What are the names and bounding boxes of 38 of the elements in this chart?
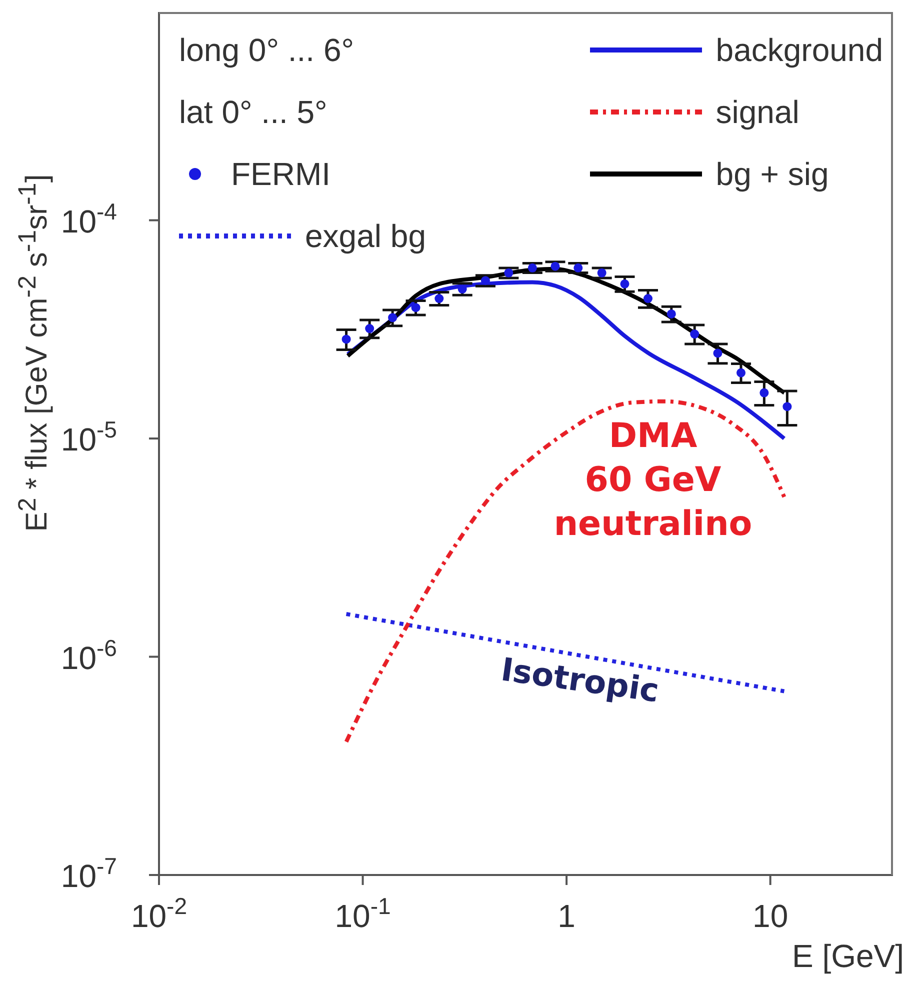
point: [480, 276, 490, 286]
x-tick-label: 10$^{-1}$: [334, 893, 391, 934]
legend-label: signal: [716, 94, 800, 130]
x-tick-label: 10: [752, 898, 788, 934]
point: [736, 368, 746, 378]
point: [411, 303, 420, 312]
point: [550, 262, 560, 271]
x-tick-label: 10$^{-2}$: [130, 893, 188, 934]
y-tick-label: 10$^{-6}$: [60, 634, 117, 676]
point: [690, 330, 700, 339]
annotation: lat 0° ... 5°: [179, 93, 328, 132]
point: [597, 268, 606, 278]
point: [388, 313, 398, 322]
annotation: Isotropic: [498, 649, 662, 712]
point: [365, 324, 374, 334]
point: [434, 294, 444, 304]
point: [643, 294, 652, 304]
y-tick-label: 10$^{-4}$: [60, 198, 118, 240]
point: [504, 268, 514, 278]
point: [458, 284, 467, 294]
x-tick-label: 1: [558, 898, 576, 934]
legend-label: exgal bg: [305, 218, 426, 254]
annotation: DMA 60 GeV neutralino: [554, 415, 752, 546]
y-tick-label: 10$^{-5}$: [60, 416, 117, 458]
point: [713, 348, 722, 358]
legend-label: bg + sig: [716, 156, 829, 192]
y-tick-label: 10$^{-7}$: [60, 853, 117, 894]
annotation: long 0° ... 6°: [179, 31, 356, 70]
point: [760, 388, 769, 398]
legend-label: background: [716, 32, 883, 68]
point: [528, 263, 537, 272]
x-axis-title: E [GeV]: [792, 938, 904, 975]
legend-label: FERMI: [231, 156, 331, 192]
point: [666, 309, 676, 318]
point: [782, 402, 792, 412]
point: [342, 334, 351, 344]
point: [574, 263, 583, 272]
point: [620, 279, 630, 288]
